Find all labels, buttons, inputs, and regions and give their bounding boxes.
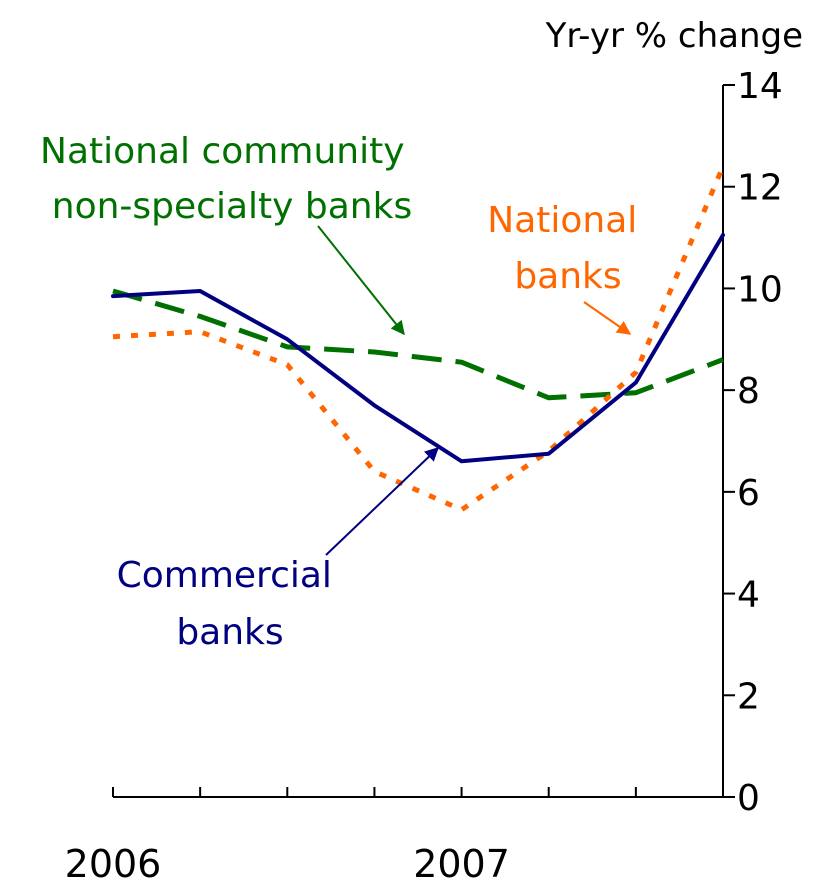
series-line-national-banks — [112, 165, 726, 513]
y-tick-label: 6 — [737, 473, 760, 514]
series-line-national-community-non-specialty-banks — [112, 288, 724, 401]
arrow-commercial — [325, 447, 440, 556]
series-label-national-line2: banks — [514, 256, 621, 297]
axes: 2006 2007 0 2 4 6 8 10 12 14 — [65, 66, 783, 886]
x-tick-label: 2006 — [65, 842, 162, 886]
y-axis-title: Yr-yr % change — [545, 16, 803, 56]
y-tick-label: 10 — [737, 269, 783, 310]
series-label-national: National banks — [487, 200, 648, 297]
series-label-community: National community non-specialty banks — [40, 131, 416, 227]
series-layer — [111, 165, 726, 513]
series-label-commercial-line1: Commercial — [117, 555, 332, 596]
series-label-commercial-line2: banks — [176, 612, 283, 653]
y-tick-label: 12 — [737, 168, 783, 209]
y-tick-label: 0 — [737, 778, 760, 819]
y-tick-label: 4 — [737, 575, 760, 616]
series-label-community-line1: National community — [40, 131, 404, 172]
arrow-community — [317, 225, 405, 336]
series-label-commercial: Commercial banks — [117, 555, 344, 653]
series-label-community-line2: non-specialty banks — [52, 186, 412, 227]
series-label-national-line1: National — [487, 200, 637, 241]
y-tick-label: 14 — [737, 66, 783, 107]
x-tick-label: 2007 — [413, 842, 510, 886]
y-tick-label: 2 — [737, 676, 760, 717]
series-line-commercial-banks — [111, 233, 725, 464]
y-tick-label: 8 — [737, 371, 760, 412]
arrow-national — [583, 301, 632, 335]
